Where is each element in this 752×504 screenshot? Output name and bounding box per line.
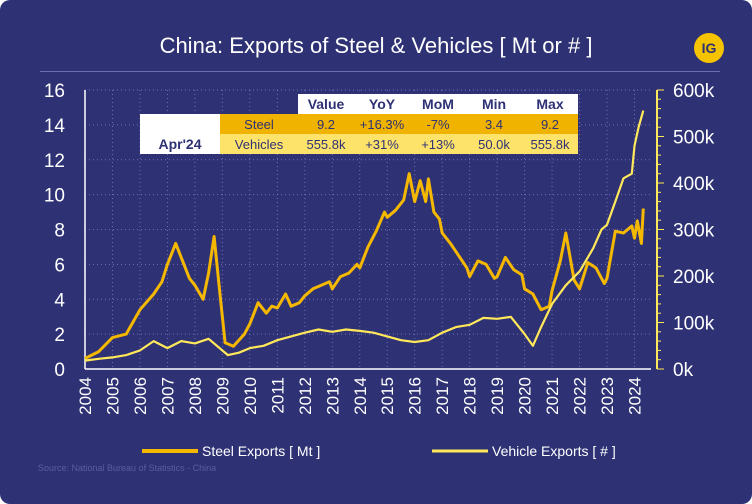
left-tick-label: 0	[54, 360, 65, 381]
left-tick-label: 10	[44, 186, 65, 207]
table-cell: 50.0k	[478, 137, 510, 152]
left-tick-label: 8	[54, 221, 65, 242]
left-tick-label: 4	[54, 290, 65, 311]
left-tick-label: 2	[54, 325, 65, 346]
x-tick-label: 2013	[323, 377, 342, 415]
table-date-label: Apr'24	[158, 136, 201, 152]
x-tick-label: 2012	[296, 377, 315, 415]
table-header-cell: Min	[482, 96, 506, 112]
x-tick-label: 2015	[378, 377, 397, 415]
table-date-cell	[140, 114, 220, 154]
chart-title: China: Exports of Steel & Vehicles [ Mt …	[159, 33, 593, 58]
x-tick-label: 2020	[516, 377, 535, 415]
x-tick-label: 2006	[131, 377, 150, 415]
left-tick-label: 14	[44, 116, 66, 137]
x-tick-label: 2017	[433, 377, 452, 415]
table-header-cell: MoM	[422, 96, 454, 112]
right-tick-label: 500k	[673, 128, 715, 149]
x-tick-label: 2005	[103, 377, 122, 415]
right-tick-label: 100k	[673, 314, 715, 335]
table-cell: 555.8k	[530, 137, 570, 152]
x-tick-label: 2021	[543, 377, 562, 415]
x-tick-label: 2004	[76, 377, 95, 415]
right-tick-label: 0k	[673, 360, 694, 381]
table-row-label: Vehicles	[235, 137, 284, 152]
left-axis-ticks: 0 2 4 6 8 10 12 14 16	[44, 81, 66, 381]
vehicle-exports-line	[84, 110, 645, 362]
table-header-cell: Value	[308, 96, 345, 112]
x-tick-label: 2007	[158, 377, 177, 415]
left-tick-label: 6	[54, 255, 65, 276]
steel-exports-line	[84, 172, 645, 360]
source-note: Source: National Bureau of Statistics - …	[38, 463, 216, 473]
right-tick-label: 300k	[673, 221, 715, 242]
x-tick-label: 2023	[598, 377, 617, 415]
x-tick-label: 2022	[571, 377, 590, 415]
table-cell: 3.4	[485, 117, 503, 132]
table-cell: +13%	[421, 137, 455, 152]
left-tick-label: 16	[44, 81, 65, 102]
table-row-label: Steel	[244, 117, 274, 132]
left-tick-label: 12	[44, 151, 65, 172]
table-header-row	[298, 94, 578, 114]
x-tick-label: 2018	[461, 377, 480, 415]
x-tick-label: 2019	[488, 377, 507, 415]
title-divider	[40, 71, 720, 72]
x-tick-label: 2010	[241, 377, 260, 415]
x-tick-label: 2024	[626, 377, 645, 415]
table-cell: -7%	[426, 117, 450, 132]
table-row	[220, 134, 578, 154]
table-cell: 9.2	[317, 117, 335, 132]
x-tick-label: 2011	[268, 377, 287, 414]
steel-legend-label: Steel Exports [ Mt ]	[202, 443, 320, 459]
ig-logo: IG	[694, 33, 724, 63]
x-tick-label: 2009	[213, 377, 232, 415]
table-header-cell: YoY	[369, 96, 396, 112]
right-tick-label: 200k	[673, 267, 715, 288]
vehicle-legend-label: Vehicle Exports [ # ]	[492, 443, 616, 459]
table-row	[220, 114, 578, 134]
table-cell: +16.3%	[360, 117, 405, 132]
x-tick-label: 2008	[186, 377, 205, 415]
legend: Steel Exports [ Mt ] Vehicle Exports [ # …	[142, 443, 616, 459]
x-tick-label: 2016	[406, 377, 425, 415]
table-cell: 9.2	[541, 117, 559, 132]
right-tick-label: 600k	[673, 81, 715, 102]
x-axis-ticks: 2004 2005 2006 2007 2008 2009 2010 2011 2012 2013…	[76, 377, 645, 415]
table-header-cell: Max	[536, 96, 563, 112]
table-cell: +31%	[365, 137, 399, 152]
table-cell: 555.8k	[306, 137, 346, 152]
series-lines	[84, 110, 645, 362]
x-tick-label: 2014	[351, 377, 370, 415]
right-axis-ticks: 0k 100k 200k 300k 400k 500k 600k	[673, 81, 715, 381]
right-tick-label: 400k	[673, 174, 715, 195]
stats-table: Value YoY MoM Min Max Apr'24 Steel 9.2 +16.3% -7%…	[140, 94, 578, 154]
